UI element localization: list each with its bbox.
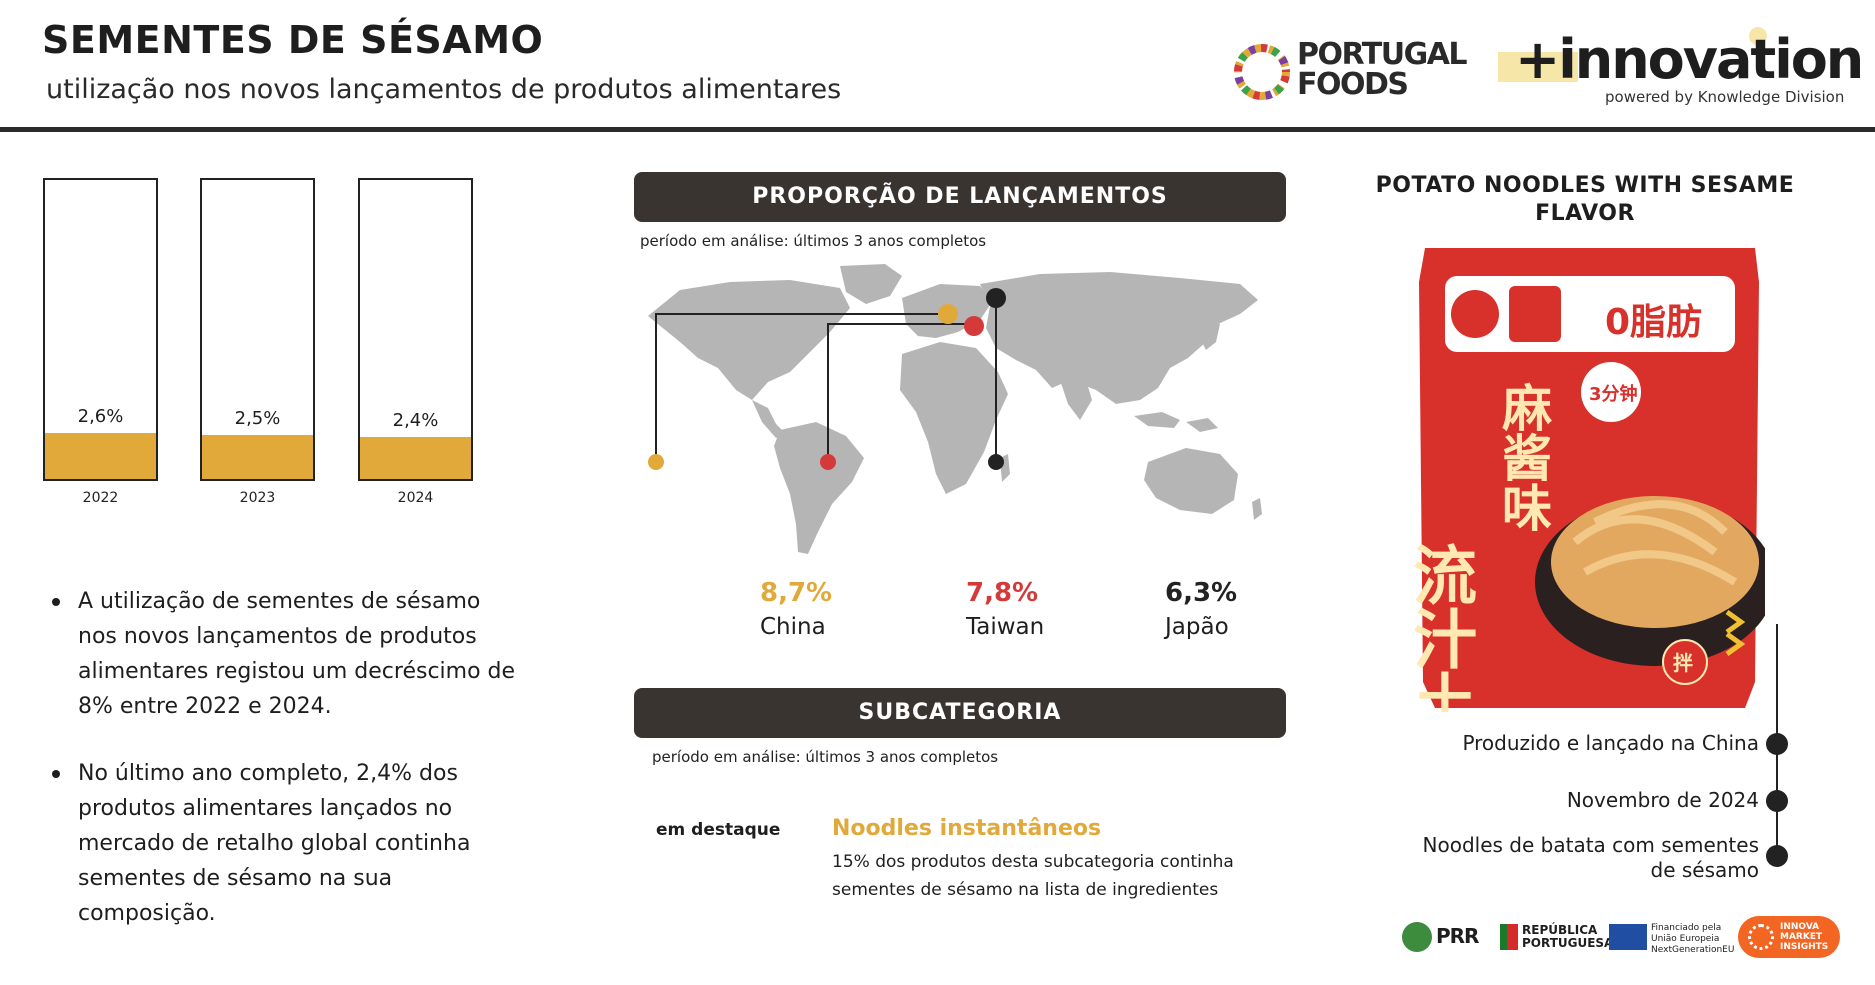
bar-value-label: 2,4% [392,410,439,431]
page-subtitle: utilização nos novos lançamentos de prod… [46,74,842,105]
timeline-date: Novembro de 2024 [1566,788,1759,812]
powered-by-text: powered by Knowledge Division [1605,88,1845,106]
stat-japan-value: 6,3% [1165,578,1238,608]
highlight-title: Noodles instantâneos [832,816,1102,841]
proporcao-period: período em análise: últimos 3 anos compl… [640,232,987,250]
map-markers [648,288,1006,470]
subcategoria-section-header: SUBCATEGORIA [634,688,1286,738]
portugal-flag-icon [1500,924,1518,950]
stat-taiwan-value: 7,8% [966,578,1039,608]
innova-logo: INNOVA MARKET INSIGHTS [1738,916,1840,958]
bullet-item: A utilização de sementes de sésamo nos n… [48,584,518,724]
republica-portuguesa-logo: REPÚBLICA PORTUGUESA [1522,923,1614,950]
product-title: POTATO NOODLES WITH SESAME FLAVOR [1375,173,1795,226]
bar-value-label: 2,6% [77,406,124,427]
timeline-dot [1766,845,1788,867]
subcategoria-period: período em análise: últimos 3 anos compl… [652,748,999,766]
bar-category-label: 2023 [239,490,276,506]
page-title: SEMENTES DE SÉSAMO [42,18,544,62]
innovation-wordmark: +innovation [1515,28,1864,91]
em-destaque-label: em destaque [656,820,781,840]
svg-text:麻酱味: 麻酱味 [1494,382,1552,532]
bar-fill-2022 [45,433,156,479]
eu-flag-icon [1609,924,1647,950]
stat-china-value: 8,7% [760,578,833,608]
portugal-foods-logo [1234,44,1290,100]
proporcao-section-header: PROPORÇÃO DE LANÇAMENTOS [634,172,1286,222]
innova-icon [1748,924,1774,950]
bullet-item: No último ano completo, 2,4% dos produto… [48,756,518,931]
svg-text:3分钟: 3分钟 [1589,383,1638,405]
bar-2024: 2,4% [358,178,473,481]
timeline-dot [1766,790,1788,812]
bar-fill-2024 [360,437,471,479]
timeline-dot [1766,733,1788,755]
innovation-logo-backdrop [1498,27,1767,82]
summary-bullets: A utilização de sementes de sésamo nos n… [48,584,518,963]
svg-text:0脂肪: 0脂肪 [1605,302,1702,343]
product-package-image: 0脂肪 流汁土豆粉 麻酱味 3分钟 拌 [1415,248,1765,712]
bar-value-label: 2,5% [234,408,281,429]
stat-china-name: China [760,614,826,640]
svg-text:流汁土豆粉: 流汁土豆粉 [1415,542,1477,712]
svg-text:拌: 拌 [1673,651,1693,675]
bar-2022: 2,6% [43,178,158,481]
timeline-origin: Produzido e lançado na China [1462,731,1759,755]
highlight-description: 15% dos produtos desta subcategoria cont… [832,852,1234,900]
bar-category-label: 2024 [397,490,434,506]
prr-icon [1402,922,1432,952]
bar-2023: 2,5% [200,178,315,481]
stat-taiwan-name: Taiwan [966,614,1045,640]
world-map [648,264,1262,554]
timeline-description: Noodles de batata com sementes de sésamo [1422,833,1759,882]
bar-fill-2023 [202,435,313,479]
stat-japan-name: Japão [1165,614,1229,640]
header-divider [0,127,1875,132]
eu-funding-logo: Financiado pela União Europeia NextGener… [1651,923,1735,955]
portugal-foods-wordmark: PORTUGAL FOODS [1297,37,1468,102]
bar-category-label: 2022 [82,490,119,506]
